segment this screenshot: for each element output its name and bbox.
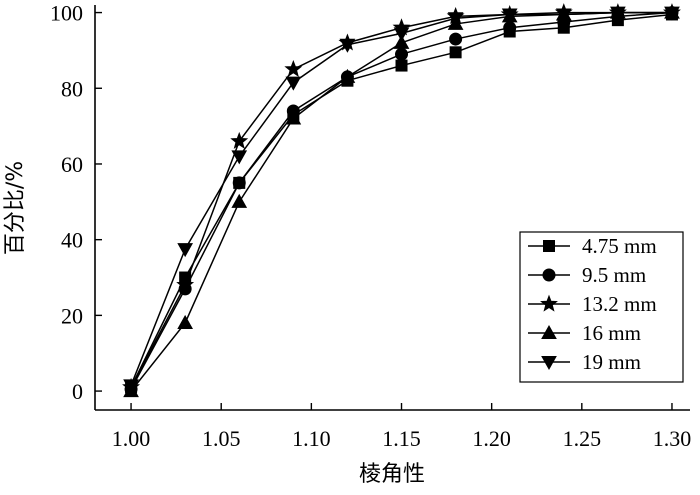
- data-point: [449, 32, 463, 46]
- data-point: [231, 150, 248, 165]
- data-point: [177, 314, 194, 329]
- legend-item: 19 mm: [528, 350, 641, 374]
- legend-label: 16 mm: [582, 321, 641, 345]
- y-tick-label: 20: [61, 303, 83, 328]
- x-tick-label: 1.30: [653, 426, 692, 451]
- data-point: [395, 47, 409, 61]
- legend-marker: [541, 324, 557, 339]
- y-tick-label: 100: [50, 1, 83, 26]
- y-tick-label: 80: [61, 76, 83, 101]
- data-point: [123, 379, 139, 394]
- legend: 4.75 mm 9.5 mm 13.2 mm 16 mm 19 mm: [519, 231, 684, 383]
- x-tick-label: 1.25: [563, 426, 602, 451]
- x-tick-label: 1.10: [292, 426, 331, 451]
- x-tick-label: 1.20: [472, 426, 511, 451]
- data-point: [610, 6, 626, 21]
- legend-label: 19 mm: [582, 350, 641, 374]
- data-point: [177, 243, 194, 258]
- y-tick-label: 0: [72, 379, 83, 404]
- y-tick-label: 60: [61, 152, 83, 177]
- legend-label: 9.5 mm: [582, 263, 646, 287]
- data-point: [339, 38, 356, 53]
- x-ticks: 1.00 1.05 1.10 1.15 1.20 1.25 1.30: [112, 403, 691, 451]
- plot-axes: [94, 5, 690, 411]
- y-tick-label: 40: [61, 228, 83, 253]
- legend-item: 4.75 mm: [528, 234, 657, 258]
- series-layer: [122, 3, 681, 398]
- series-triangle-down: [123, 6, 680, 394]
- x-axis-title: 棱角性: [359, 462, 425, 487]
- data-point: [285, 76, 302, 91]
- legend-item: 16 mm: [528, 321, 641, 345]
- data-point: [447, 12, 464, 27]
- legend-item: 13.2 mm: [528, 292, 657, 316]
- legend-marker: [542, 268, 556, 282]
- data-point: [503, 21, 517, 35]
- legend-marker: [540, 294, 558, 312]
- data-point: [393, 34, 410, 49]
- legend-label: 13.2 mm: [582, 292, 657, 316]
- y-ticks: 0 20 40 60 80 100: [50, 1, 102, 404]
- data-point: [230, 131, 249, 149]
- y-axis-title: 百分比/%: [3, 161, 28, 255]
- legend-item: 9.5 mm: [528, 263, 646, 287]
- legend-label: 4.75 mm: [582, 234, 657, 258]
- x-tick-label: 1.00: [112, 426, 151, 451]
- x-tick-label: 1.05: [202, 426, 241, 451]
- data-point: [285, 110, 302, 125]
- data-point: [664, 6, 680, 21]
- data-point: [339, 68, 356, 83]
- data-point: [232, 176, 246, 190]
- data-point: [555, 8, 572, 23]
- data-point: [231, 193, 248, 208]
- legend-marker: [543, 240, 555, 252]
- data-point: [284, 59, 303, 77]
- data-point: [176, 275, 195, 293]
- legend-marker: [541, 356, 557, 371]
- x-tick-label: 1.15: [382, 426, 421, 451]
- data-point: [393, 27, 410, 42]
- data-point: [501, 8, 518, 23]
- data-point: [395, 59, 408, 72]
- data-point: [449, 46, 462, 59]
